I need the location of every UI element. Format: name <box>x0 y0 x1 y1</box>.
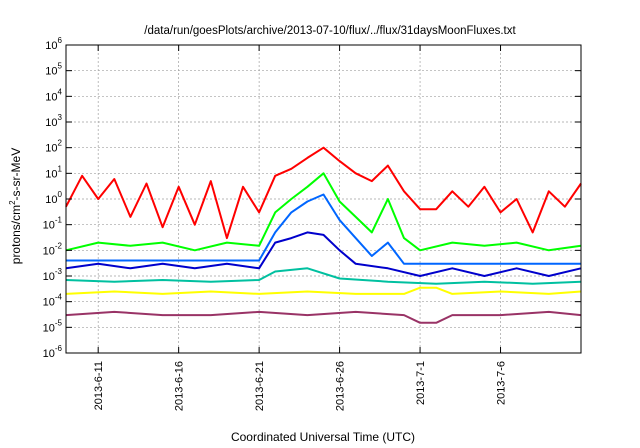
series-line <box>65 286 582 295</box>
x-tick-label: 2013-7-1 <box>415 361 427 405</box>
y-tick-label: 100 <box>45 190 62 206</box>
series-group <box>65 146 582 324</box>
x-tick-label: 2013-6-11 <box>93 361 105 410</box>
x-tick-label: 2013-6-21 <box>254 361 266 411</box>
y-tick-label: 104 <box>45 87 62 103</box>
y-tick-label: 101 <box>45 164 62 180</box>
x-axis-label: Coordinated Universal Time (UTC) <box>231 430 415 444</box>
series-line <box>65 172 582 252</box>
grid <box>66 45 581 353</box>
y-tick-label: 10-1 <box>43 216 63 232</box>
y-axis-label: protons/cm2-s-sr-MeV <box>8 148 23 264</box>
y-tick-label: 105 <box>45 62 62 78</box>
y-tick-label: 10-5 <box>43 318 63 334</box>
chart-title: /data/run/goesPlots/archive/2013-07-10/f… <box>144 25 516 37</box>
y-tick-label: 10-6 <box>43 344 63 360</box>
x-tick-label: 2013-6-16 <box>174 361 186 411</box>
y-ticks: 10-6 10-5 10-4 10-3 10-2 10-1 100 101 102 103 104 1… <box>43 36 581 360</box>
x-tick-label: 2013-6-26 <box>335 361 347 411</box>
y-tick-label: 10-2 <box>43 241 63 257</box>
series-line <box>65 267 582 285</box>
series-line <box>66 193 581 265</box>
series-line <box>65 310 582 324</box>
series-line <box>65 146 582 240</box>
y-tick-label: 106 <box>45 36 62 52</box>
x-ticks: 2013-6-11 2013-6-16 2013-6-21 2013-6-26 2013… <box>93 45 508 411</box>
y-tick-label: 102 <box>45 139 62 155</box>
series-line <box>65 231 582 277</box>
y-tick-label: 103 <box>45 113 62 129</box>
x-tick-label: 2013-7-6 <box>496 361 508 405</box>
y-tick-label: 10-4 <box>43 293 63 309</box>
y-tick-label: 10-3 <box>43 267 63 283</box>
